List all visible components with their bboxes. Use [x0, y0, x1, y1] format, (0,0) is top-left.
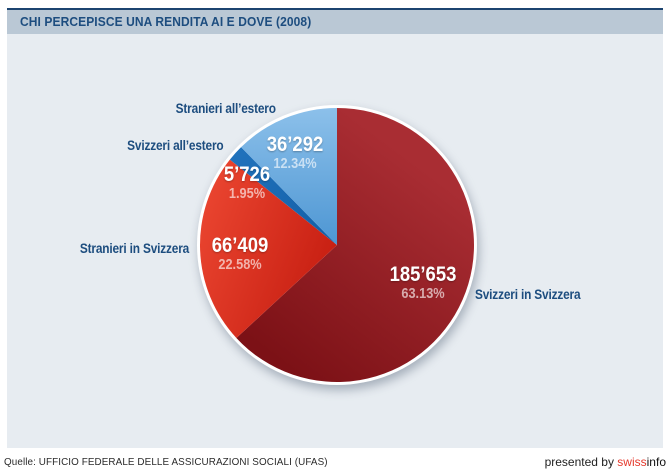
value-percent: 1.95%: [228, 186, 266, 202]
chart-title: CHI PERCEPISCE UNA RENDITA AI E DOVE (20…: [20, 15, 312, 29]
slice-label-svizzeri-allestero: Svizzeri all’estero: [127, 138, 225, 153]
presented-by-caption: presented by swissinfo: [545, 455, 666, 469]
value-number: 5’726: [223, 163, 271, 186]
pie-chart: [197, 105, 477, 385]
brand-swiss: swiss: [617, 455, 647, 469]
pie-slice-stranieri-in-svizzera: [200, 159, 337, 338]
chart-card: CHI PERCEPISCE UNA RENDITA AI E DOVE (20…: [7, 8, 663, 448]
value-percent: 22.58%: [218, 257, 262, 273]
value-percent: 63.13%: [401, 286, 445, 302]
value-percent: 12.34%: [273, 156, 317, 172]
slice-label-stranieri-allestero: Stranieri all’estero: [175, 101, 276, 116]
pie-slice-stranieri-all-estero: [241, 108, 337, 245]
pie-slice-svizzeri-in-svizzera: [236, 108, 475, 382]
presented-by-text: presented by: [544, 455, 618, 469]
chart-body: Stranieri all’estero Svizzeri all’estero…: [7, 34, 663, 448]
value-number: 36’292: [266, 133, 324, 156]
pie-slice-svizzeri-all-estero: [229, 147, 337, 245]
value-number: 185’653: [389, 263, 457, 286]
value-block-stranieri-in-svizzera: 66’409 22.58%: [178, 234, 301, 274]
source-caption: Quelle: UFFICIO FEDERALE DELLE ASSICURAZ…: [4, 456, 328, 468]
value-block-stranieri-allestero: 36’292 12.34%: [233, 133, 356, 173]
slice-label-svizzeri-in-svizzera: Svizzeri in Svizzera: [475, 287, 581, 302]
value-block-svizzeri-in-svizzera: 185’653 63.13%: [361, 263, 484, 303]
value-block-svizzeri-allestero: 5’726 1.95%: [185, 163, 308, 203]
slice-label-stranieri-in-svizzera: Stranieri in Svizzera: [79, 241, 189, 256]
brand-info: info: [646, 455, 666, 469]
chart-header: CHI PERCEPISCE UNA RENDITA AI E DOVE (20…: [7, 8, 663, 34]
value-number: 66’409: [211, 234, 269, 257]
